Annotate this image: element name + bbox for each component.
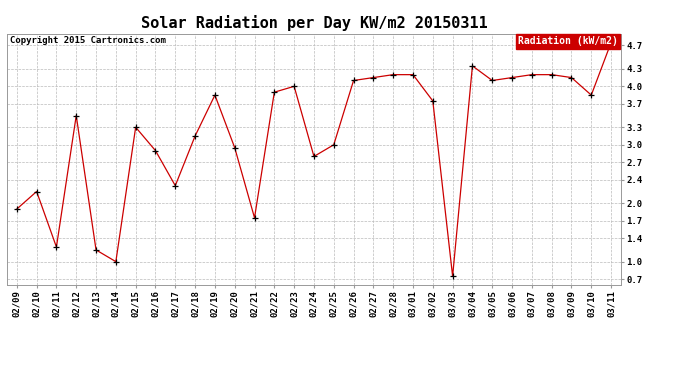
Text: Copyright 2015 Cartronics.com: Copyright 2015 Cartronics.com [10, 36, 166, 45]
Text: Radiation (kW/m2): Radiation (kW/m2) [518, 36, 618, 46]
Title: Solar Radiation per Day KW/m2 20150311: Solar Radiation per Day KW/m2 20150311 [141, 15, 487, 31]
